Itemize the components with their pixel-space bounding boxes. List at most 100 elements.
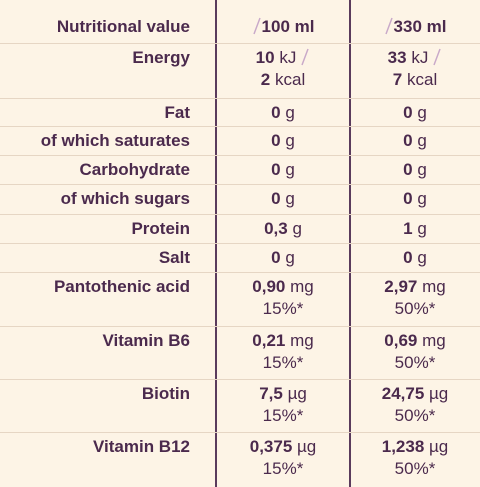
row-label: of which sugars bbox=[60, 189, 190, 208]
unit: g bbox=[417, 103, 427, 122]
cell-line: 10 kJ bbox=[216, 47, 350, 69]
cell: 24,75 µg 50%* bbox=[350, 383, 480, 427]
row-label: Salt bbox=[158, 248, 190, 267]
cell: 0 g bbox=[216, 130, 350, 152]
amount: 2,97 bbox=[384, 277, 418, 296]
unit: mg bbox=[422, 277, 446, 296]
row-separator bbox=[0, 184, 480, 185]
unit: g bbox=[285, 189, 295, 208]
amount: 0,69 bbox=[384, 331, 418, 350]
amount: 0 bbox=[271, 248, 281, 267]
cell-line: 0 g bbox=[216, 102, 350, 124]
row-label: Fat bbox=[164, 103, 191, 122]
header-text: 330 ml bbox=[393, 17, 447, 36]
unit: µg bbox=[429, 437, 449, 456]
amount: 0 bbox=[403, 160, 413, 179]
cell-line: 2,97 mg bbox=[350, 276, 480, 298]
amount: 0 bbox=[403, 103, 413, 122]
cell: 0,90 mg 15%* bbox=[216, 276, 350, 320]
cell-line: 0 g bbox=[216, 130, 350, 152]
cell: 0,375 µg 15%* bbox=[216, 436, 350, 480]
reference-intake: 15%* bbox=[262, 459, 304, 478]
cell-line: 0,69 mg bbox=[350, 330, 480, 352]
unit: kJ bbox=[411, 48, 429, 67]
row-separator bbox=[0, 432, 480, 433]
cell-line: 0,21 mg bbox=[216, 330, 350, 352]
unit: g bbox=[417, 219, 427, 238]
row-separator bbox=[0, 379, 480, 380]
amount: 2 bbox=[260, 70, 271, 89]
unit: µg bbox=[297, 437, 317, 456]
amount: 7 bbox=[392, 70, 403, 89]
cell: 7,5 µg 15%* bbox=[216, 383, 350, 427]
unit: g bbox=[285, 160, 295, 179]
cell-line: 0 g bbox=[350, 188, 480, 210]
cell: 0,21 mg 15%* bbox=[216, 330, 350, 374]
unit: g bbox=[285, 248, 295, 267]
amount: 0,375 bbox=[249, 437, 293, 456]
slash bbox=[252, 17, 261, 35]
reference-intake: 50%* bbox=[394, 406, 436, 425]
reference-intake: 50%* bbox=[394, 353, 436, 372]
cell: 0 g bbox=[216, 159, 350, 181]
cell-line: 0 g bbox=[216, 247, 350, 269]
amount: 0,21 bbox=[252, 331, 286, 350]
slash bbox=[301, 48, 310, 66]
cell: 0,3 g bbox=[216, 218, 350, 240]
cell-line: 0,375 µg bbox=[216, 436, 350, 458]
cell-line: 0 g bbox=[350, 159, 480, 181]
unit: g bbox=[292, 219, 302, 238]
reference-intake: 15%* bbox=[262, 406, 304, 425]
cell: 0 g bbox=[350, 188, 480, 210]
cell-line: 0 g bbox=[350, 247, 480, 269]
cell-line: 0,90 mg bbox=[216, 276, 350, 298]
unit: µg bbox=[429, 384, 449, 403]
row-label: Energy bbox=[132, 48, 190, 67]
row-separator bbox=[0, 243, 480, 244]
amount: 33 bbox=[387, 48, 407, 67]
row-label: Vitamin B6 bbox=[102, 331, 190, 350]
amount: 24,75 bbox=[381, 384, 425, 403]
header-text: 100 ml bbox=[261, 17, 315, 36]
amount: 0 bbox=[403, 248, 413, 267]
cell-line: 24,75 µg bbox=[350, 383, 480, 405]
row-separator bbox=[0, 272, 480, 273]
unit: mg bbox=[290, 331, 314, 350]
cell: 0 g bbox=[216, 188, 350, 210]
cell: 33 kJ 7 kcal bbox=[350, 47, 480, 91]
slash bbox=[384, 17, 393, 35]
unit: mg bbox=[422, 331, 446, 350]
cell-line: 0 g bbox=[350, 130, 480, 152]
unit: g bbox=[417, 248, 427, 267]
row-label: of which saturates bbox=[40, 131, 190, 150]
amount: 0 bbox=[271, 131, 281, 150]
cell: 0,69 mg 50%* bbox=[350, 330, 480, 374]
cell: 1,238 µg 50%* bbox=[350, 436, 480, 480]
cell-line: 2 kcal bbox=[216, 69, 350, 91]
header-label: Nutritional value bbox=[56, 17, 190, 36]
cell: 2,97 mg 50%* bbox=[350, 276, 480, 320]
cell: 10 kJ 2 kcal bbox=[216, 47, 350, 91]
unit: kJ bbox=[279, 48, 297, 67]
cell-line: 7 kcal bbox=[350, 69, 480, 91]
cell: 0 g bbox=[216, 247, 350, 269]
amount: 0 bbox=[403, 131, 413, 150]
amount: 1 bbox=[403, 219, 413, 238]
amount: 7,5 bbox=[259, 384, 283, 403]
slash bbox=[433, 48, 442, 66]
unit: g bbox=[417, 189, 427, 208]
row-separator bbox=[0, 98, 480, 99]
header-col: 100 ml bbox=[216, 16, 350, 38]
unit: kcal bbox=[406, 70, 438, 89]
row-label: Vitamin B12 bbox=[92, 437, 190, 456]
cell-line: 0 g bbox=[216, 159, 350, 181]
cell-line: 1,238 µg bbox=[350, 436, 480, 458]
amount: 0 bbox=[271, 103, 281, 122]
cell-line: 0 g bbox=[350, 102, 480, 124]
amount: 1,238 bbox=[381, 437, 425, 456]
cell: 0 g bbox=[350, 247, 480, 269]
row-separator bbox=[0, 214, 480, 215]
row-label: Protein bbox=[131, 219, 190, 238]
cell: 1 g bbox=[350, 218, 480, 240]
